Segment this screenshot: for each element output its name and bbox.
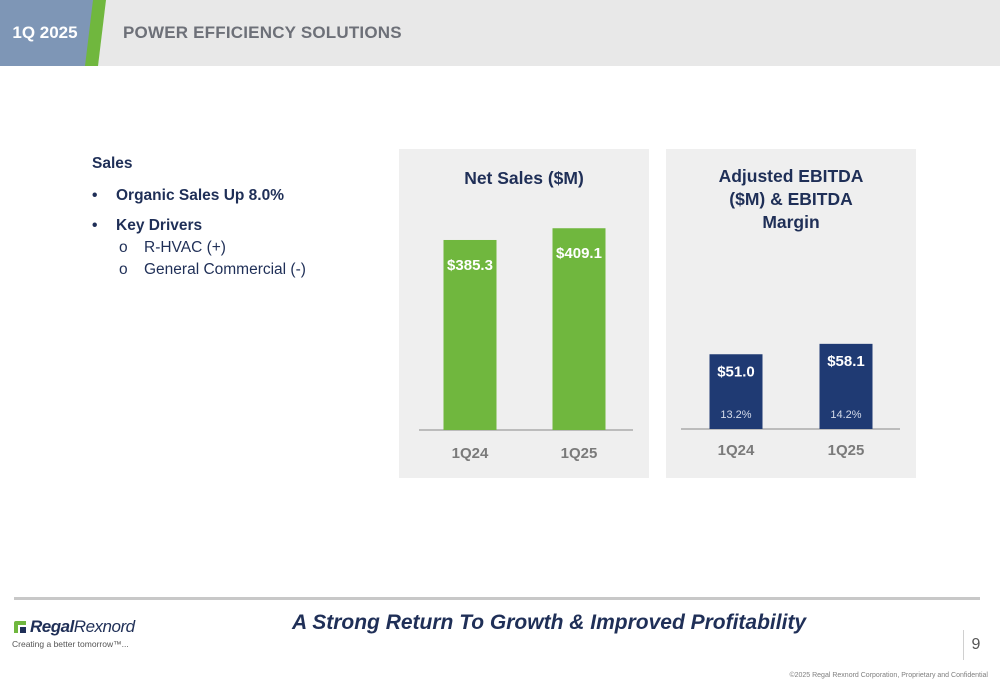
bullet-marker: • bbox=[92, 187, 98, 204]
header-bar bbox=[0, 0, 1000, 66]
bar-1q24 bbox=[709, 354, 763, 429]
sub-bullet-marker: o bbox=[119, 261, 128, 278]
net-sales-chart-panel: Net Sales ($M) $385.3 1Q24 $409.1 1Q25 bbox=[399, 149, 649, 478]
adjusted-ebitda-chart-panel: Adjusted EBITDA ($M) & EBITDA Margin $51… bbox=[666, 149, 916, 478]
ebitda-margin-label: 13.2% bbox=[720, 409, 751, 421]
chart-title-line: Margin bbox=[762, 212, 820, 232]
sales-summary: Sales • Organic Sales Up 8.0% • Key Driv… bbox=[92, 155, 306, 281]
sub-bullet-text: R-HVAC (+) bbox=[144, 239, 226, 256]
chart-title-line: ($M) & EBITDA bbox=[729, 189, 853, 209]
bullet-item: • Organic Sales Up 8.0% bbox=[92, 187, 306, 205]
chart-title-line: Adjusted EBITDA bbox=[718, 166, 864, 186]
logo-text-bold: Regal bbox=[30, 617, 74, 636]
bar-1q24 bbox=[443, 239, 497, 430]
bullet-text: Key Drivers bbox=[116, 217, 203, 234]
sub-bullet-item: o General Commercial (-) bbox=[92, 259, 306, 281]
x-tick-label: 1Q25 bbox=[561, 445, 598, 462]
sub-bullet-marker: o bbox=[119, 239, 128, 256]
net-sales-chart: $385.3 1Q24 $409.1 1Q25 bbox=[419, 228, 633, 462]
sub-bullet-item: o R-HVAC (+) bbox=[92, 237, 306, 259]
footer-divider bbox=[14, 597, 980, 600]
adjusted-ebitda-chart: $51.0 13.2% 1Q24 $58.1 14.2% 1Q25 bbox=[681, 343, 900, 459]
net-sales-chart-title: Net Sales ($M) bbox=[464, 168, 584, 188]
logo-text-light: Rexnord bbox=[73, 617, 135, 636]
logo-wordmark: Regal Rexnord bbox=[12, 617, 135, 637]
period-badge: 1Q 2025 bbox=[12, 23, 78, 42]
logo-slogan: Creating a better tomorrow™... bbox=[12, 639, 129, 649]
header-badge-shape bbox=[0, 0, 106, 66]
bullet-item: • Key Drivers bbox=[92, 217, 306, 235]
bar-value-label: $51.0 bbox=[717, 363, 755, 380]
bullet-marker: • bbox=[92, 217, 98, 234]
x-tick-label: 1Q25 bbox=[828, 442, 865, 459]
bar-1q25 bbox=[819, 343, 873, 429]
header-badge-background bbox=[0, 0, 93, 66]
copyright-notice: ©2025 Regal Rexnord Corporation, Proprie… bbox=[789, 672, 988, 679]
bar-value-label: $385.3 bbox=[447, 257, 493, 274]
bar-1q25 bbox=[552, 228, 606, 430]
bullet-text: Organic Sales Up 8.0% bbox=[116, 187, 284, 204]
x-tick-label: 1Q24 bbox=[718, 442, 755, 459]
company-logo: Regal Rexnord Creating a better tomorrow™… bbox=[12, 617, 135, 649]
page-number: 9 bbox=[963, 630, 988, 660]
sub-bullet-text: General Commercial (-) bbox=[144, 261, 306, 278]
footer-tagline: A Strong Return To Growth & Improved Pro… bbox=[292, 611, 807, 634]
ebitda-margin-label: 14.2% bbox=[830, 409, 861, 421]
bar-value-label: $409.1 bbox=[556, 245, 602, 262]
page-title: POWER EFFICIENCY SOLUTIONS bbox=[123, 23, 402, 42]
logo-mark-icon bbox=[14, 621, 26, 633]
sales-heading: Sales bbox=[92, 155, 133, 172]
x-tick-label: 1Q24 bbox=[452, 445, 489, 462]
adjusted-ebitda-chart-title: Adjusted EBITDA ($M) & EBITDA Margin bbox=[666, 165, 916, 234]
bar-value-label: $58.1 bbox=[827, 353, 865, 370]
